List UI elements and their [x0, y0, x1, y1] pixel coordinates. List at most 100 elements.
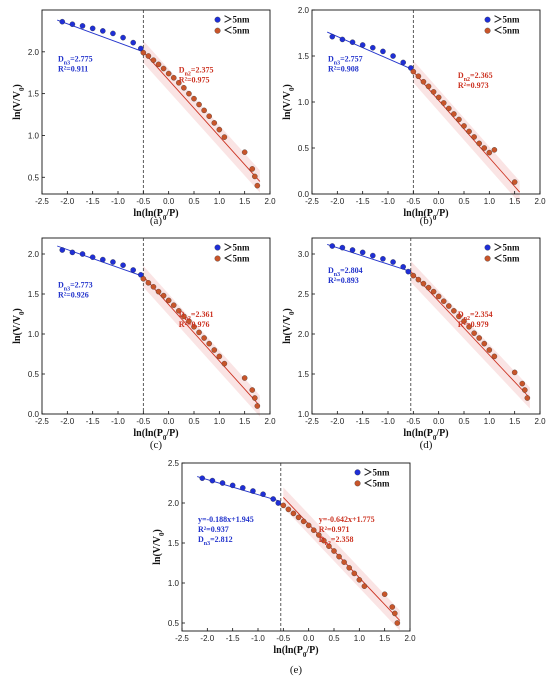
y-tick-label: 1.0 [298, 98, 310, 107]
x-tick-label: -2.0 [330, 417, 344, 426]
data-point-above-5nm [100, 28, 106, 34]
data-point-below-5nm [361, 583, 368, 589]
data-point-below-5nm [206, 113, 212, 119]
legend-label-above: ＞5nm [224, 15, 251, 25]
data-point-below-5nm [420, 79, 427, 85]
data-point-above-5nm [89, 254, 96, 260]
x-axis-label: ln(ln(P0/P) [403, 428, 448, 442]
data-point-below-5nm [290, 510, 297, 517]
data-point-above-5nm [229, 482, 236, 489]
data-point-below-5nm [321, 537, 327, 544]
x-tick-label: 0.0 [303, 634, 315, 643]
data-point-below-5nm [300, 518, 307, 525]
data-point-below-5nm [316, 532, 322, 538]
panel-caption: (c) [150, 439, 163, 451]
data-point-above-5nm [209, 477, 216, 484]
data-point-below-5nm [410, 272, 417, 279]
data-point-below-5nm [415, 276, 422, 283]
data-point-below-5nm [476, 140, 482, 147]
data-point-below-5nm [425, 284, 432, 291]
legend-marker-above [354, 469, 361, 476]
y-tick-label: 1.0 [28, 131, 40, 140]
data-point-below-5nm [481, 145, 488, 151]
data-point-below-5nm [420, 280, 427, 287]
x-tick-label: -0.5 [406, 417, 420, 426]
y-tick-label: 2.0 [28, 48, 40, 57]
x-axis-label: ln(ln(P0/P) [133, 428, 178, 442]
legend-marker-below [484, 255, 491, 262]
chart-panel-a: -2.5 -2.0 -1.5 -1.0 -0.5 0.0 0.5 1.0 1.5 2.0 0.5 1.… [12, 9, 276, 227]
data-point-below-5nm [191, 324, 197, 330]
plot-frame [41, 237, 271, 415]
data-point-below-5nm [491, 147, 498, 153]
x-tick-label: 2.0 [534, 197, 546, 206]
x-tick-label: 1.0 [484, 417, 496, 426]
data-point-above-5nm [270, 496, 276, 502]
data-point-above-5nm [380, 48, 386, 55]
x-tick-label: -2.0 [330, 197, 344, 206]
data-point-below-5nm [252, 173, 258, 180]
data-point-below-5nm [176, 80, 182, 86]
data-point-above-5nm [130, 39, 136, 46]
data-point-below-5nm [201, 107, 207, 114]
data-point-above-5nm [329, 33, 336, 40]
data-point-below-5nm [150, 284, 157, 290]
panel-caption: (e) [290, 664, 303, 676]
y-tick-label: 1.0 [28, 330, 40, 339]
x-tick-label: 0.0 [163, 417, 175, 426]
legend-marker-below [484, 27, 491, 34]
data-point-below-5nm [216, 353, 223, 360]
data-point-below-5nm [140, 49, 147, 56]
data-point-below-5nm [206, 340, 212, 347]
data-point-below-5nm [150, 57, 157, 63]
data-point-below-5nm [196, 101, 202, 108]
y-tick-label: 0.5 [28, 173, 40, 182]
annotation-below-5nm: R²=0.976 [179, 320, 210, 329]
data-point-below-5nm [476, 335, 482, 341]
data-point-below-5nm [285, 506, 292, 513]
data-point-below-5nm [249, 387, 256, 393]
annotation-above-5nm: R²=0.937 [198, 525, 229, 534]
x-tick-label: -1.0 [111, 417, 125, 426]
data-point-below-5nm [155, 288, 162, 295]
chart-panel-e: -2.5 -2.0 -1.5 -1.0 -0.5 0.0 0.5 1.0 1.5 2.0 0.5 1.… [152, 459, 416, 676]
data-point-below-5nm [191, 95, 197, 102]
y-tick-label: 2.5 [298, 290, 310, 299]
y-tick-label: 2.0 [298, 330, 310, 339]
annotation-below-5nm: R²=0.979 [458, 320, 489, 329]
x-tick-label: -2.0 [200, 634, 214, 643]
data-point-below-5nm [252, 395, 258, 401]
data-point-below-5nm [451, 111, 457, 117]
data-point-below-5nm [486, 347, 493, 353]
x-tick-label: -2.5 [35, 197, 49, 206]
data-point-below-5nm [356, 577, 363, 583]
data-point-above-5nm [100, 256, 106, 263]
data-point-below-5nm [186, 90, 192, 97]
data-point-below-5nm [522, 387, 528, 393]
data-point-below-5nm [440, 100, 447, 106]
data-point-below-5nm [201, 335, 207, 341]
x-tick-label: 0.0 [433, 197, 445, 206]
data-point-below-5nm [519, 380, 526, 387]
data-point-below-5nm [254, 182, 261, 189]
y-axis-label: ln(V/V0) [12, 84, 26, 120]
fit-line-below-5nm [410, 271, 531, 399]
data-point-below-5nm [435, 293, 442, 300]
data-point-above-5nm [370, 44, 376, 51]
annotation-above-5nm: y=-0.188x+1.945 [198, 515, 254, 524]
annotation-below-5nm: R²=0.971 [319, 525, 350, 534]
x-tick-label: 2.0 [264, 197, 276, 206]
data-point-above-5nm [275, 500, 282, 506]
legend-marker-above [484, 16, 491, 23]
y-tick-label: 3.0 [298, 250, 310, 259]
data-point-below-5nm [410, 68, 417, 75]
data-point-below-5nm [415, 73, 422, 79]
data-point-below-5nm [341, 559, 347, 565]
data-point-above-5nm [339, 36, 346, 43]
x-tick-label: -0.5 [406, 197, 420, 206]
data-point-below-5nm [181, 313, 187, 320]
x-tick-label: 1.5 [379, 634, 391, 643]
data-point-below-5nm [221, 134, 228, 140]
data-point-above-5nm [359, 249, 366, 256]
